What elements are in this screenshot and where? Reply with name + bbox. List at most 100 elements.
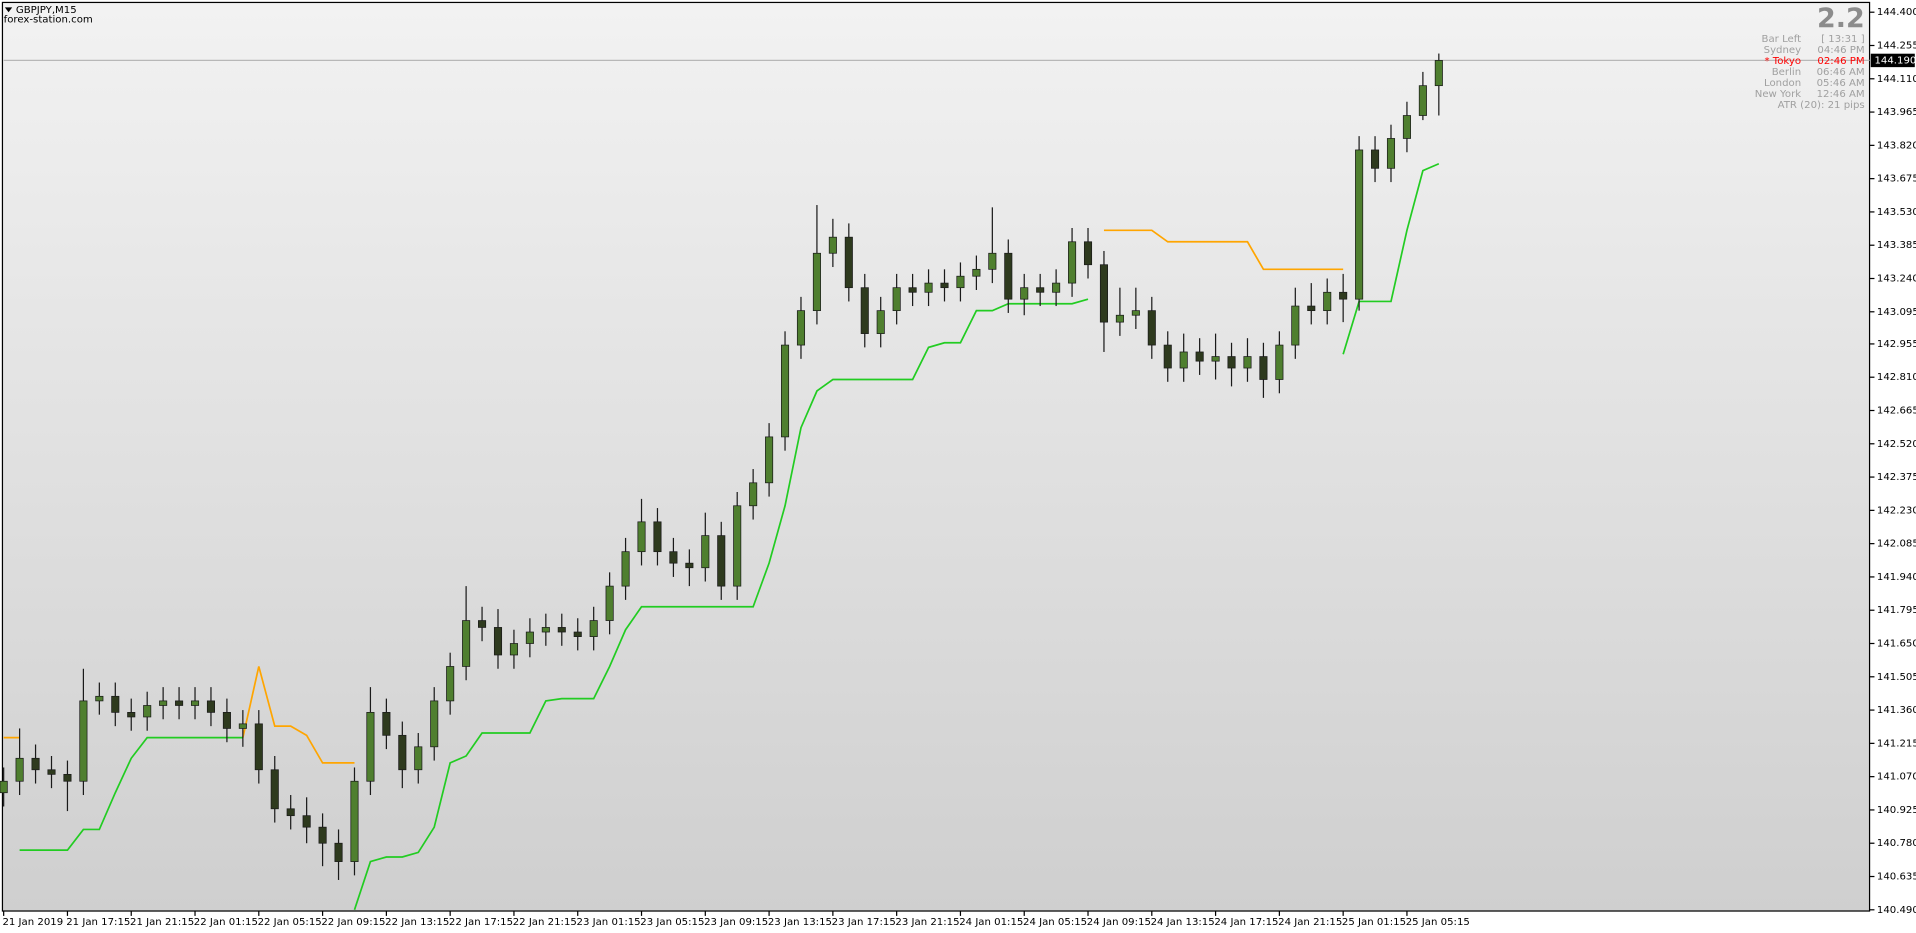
- y-tick-label: 143.965: [1877, 107, 1916, 118]
- y-tick-label: 143.095: [1877, 307, 1916, 318]
- candle-body: [1179, 351, 1188, 369]
- candle-body: [749, 482, 758, 507]
- panel-value: 05:46 AM: [1817, 78, 1865, 89]
- panel-label: Bar Left: [1762, 34, 1802, 45]
- x-tick-label: 23 Jan 05:15: [640, 917, 704, 928]
- candle-body: [573, 631, 582, 637]
- candle-body: [350, 780, 359, 862]
- y-tick-label: 144.400: [1877, 7, 1916, 18]
- candle-body: [286, 808, 295, 817]
- y-tick-label: 142.085: [1877, 539, 1916, 550]
- panel-label: Berlin: [1772, 67, 1801, 78]
- candle-body: [254, 723, 263, 771]
- y-tick-label: 140.780: [1877, 838, 1916, 849]
- candle-body: [557, 627, 566, 633]
- candle-body: [812, 252, 821, 312]
- candle-body: [924, 282, 933, 293]
- y-tick-label: 142.520: [1877, 439, 1916, 450]
- current-price-box: [1870, 53, 1915, 68]
- y-tick-label: 140.925: [1877, 805, 1916, 816]
- y-tick-label: 143.385: [1877, 240, 1916, 251]
- candle-body: [493, 627, 503, 656]
- candle-body: [47, 769, 56, 775]
- candle-body: [1020, 287, 1029, 300]
- symbol: GBPJPY,M15: [16, 5, 77, 16]
- candle-body: [398, 734, 407, 771]
- candle-body: [318, 826, 327, 844]
- current-price-label: 144.190: [1874, 55, 1916, 66]
- panel-label: London: [1764, 78, 1801, 89]
- x-tick-label: 22 Jan 09:15: [321, 917, 385, 928]
- candle-body: [334, 842, 343, 862]
- candle-body: [1434, 60, 1443, 87]
- menu-arrow[interactable]: [4, 7, 13, 13]
- x-tick-label: 24 Jan 13:15: [1151, 917, 1215, 928]
- candle-body: [1036, 287, 1045, 293]
- candle-body: [1386, 138, 1396, 169]
- candle-body: [1371, 149, 1380, 169]
- candle-body: [1227, 356, 1236, 369]
- y-tick-label: 142.375: [1877, 472, 1916, 483]
- panel-label: Sydney: [1764, 45, 1802, 56]
- y-tick-label: 140.635: [1877, 872, 1916, 883]
- candle-body: [159, 700, 168, 706]
- candle-body: [956, 275, 965, 289]
- x-tick-label: 24 Jan 21:15: [1278, 917, 1342, 928]
- candle-body: [940, 282, 949, 289]
- candle-body: [1195, 351, 1204, 362]
- x-tick-label: 24 Jan 05:15: [1023, 917, 1087, 928]
- x-tick-label: 23 Jan 17:15: [832, 917, 896, 928]
- x-tick-label: 21 Jan 2019: [2, 917, 63, 928]
- x-tick-label: 22 Jan 05:15: [258, 917, 322, 928]
- candle-body: [860, 287, 869, 334]
- candle-body: [1259, 356, 1268, 380]
- panel-atr: ATR (20): 21 pips: [1778, 100, 1865, 111]
- y-tick-label: 141.940: [1877, 572, 1916, 583]
- candle-body: [637, 521, 646, 553]
- x-tick-label: 21 Jan 17:15: [66, 917, 130, 928]
- y-tick-label: 142.810: [1877, 372, 1916, 383]
- y-tick-label: 143.530: [1877, 207, 1916, 218]
- candle-body: [1052, 282, 1061, 293]
- candle-body: [988, 252, 997, 270]
- indicator-line: [3, 229, 1344, 764]
- candle-body: [175, 700, 184, 706]
- candle-body: [844, 236, 853, 289]
- x-tick-label: 23 Jan 09:15: [704, 917, 768, 928]
- y-tick-label: 144.255: [1877, 40, 1916, 51]
- panel-value: 04:46 PM: [1817, 45, 1864, 56]
- candle-body: [908, 287, 917, 293]
- candle-body: [206, 700, 216, 713]
- y-tick-label: 143.820: [1877, 140, 1916, 151]
- candle-body: [127, 712, 136, 718]
- x-tick-label: 24 Jan 09:15: [1087, 917, 1151, 928]
- x-tick-label: 21 Jan 21:15: [130, 917, 194, 928]
- candle-body: [430, 700, 439, 748]
- x-tick-label: 22 Jan 13:15: [385, 917, 449, 928]
- candle-body: [796, 310, 806, 346]
- candle-body: [733, 505, 742, 587]
- y-tick-label: 142.955: [1877, 339, 1916, 350]
- x-tick-label: 24 Jan 17:15: [1214, 917, 1278, 928]
- candle-body: [781, 344, 790, 438]
- candle-body: [717, 535, 726, 587]
- candle-body: [15, 757, 24, 782]
- y-tick-label: 141.650: [1877, 639, 1916, 650]
- y-tick-label: 144.110: [1877, 74, 1916, 85]
- candle-body: [669, 551, 678, 564]
- candle-body: [63, 773, 72, 782]
- x-tick-label: 25 Jan 01:15: [1342, 917, 1406, 928]
- x-tick-label: 22 Jan 21:15: [513, 917, 577, 928]
- plot-area: [1, 1, 1871, 912]
- y-tick-label: 141.360: [1877, 705, 1916, 716]
- candle-body: [95, 695, 104, 702]
- candle-body: [1131, 310, 1140, 316]
- candle-body: [1402, 115, 1411, 139]
- candle-body: [1339, 291, 1348, 300]
- candle-body: [1083, 241, 1093, 266]
- candle-body: [685, 562, 694, 569]
- candle-body: [222, 712, 231, 729]
- y-tick-label: 143.675: [1877, 174, 1916, 185]
- candle-body: [1418, 85, 1427, 116]
